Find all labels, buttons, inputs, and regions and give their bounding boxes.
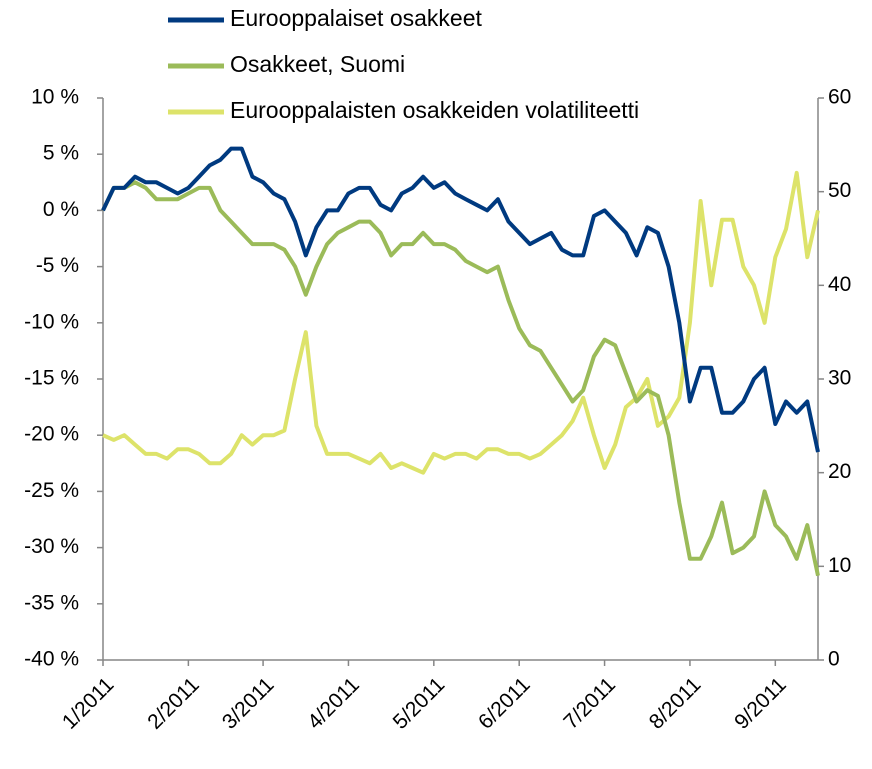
y2-tick-label: 10: [828, 554, 851, 577]
legend-label: Osakkeet, Suomi: [230, 51, 405, 77]
series-line: [102, 170, 820, 475]
series-line: [101, 180, 820, 577]
y-tick-label: 5 %: [43, 142, 79, 165]
x-tick-label: 7/2011: [559, 673, 620, 734]
y2-tick-label: 60: [828, 86, 851, 109]
y-tick-label: -30 %: [24, 535, 79, 558]
y-tick-label: -20 %: [24, 423, 79, 446]
x-tick-label: 2/2011: [143, 673, 204, 734]
y2-tick-label: 40: [828, 273, 851, 296]
y-tick-label: -25 %: [24, 479, 79, 502]
x-tick-label: 3/2011: [218, 673, 279, 734]
y2-tick-label: 30: [828, 367, 851, 390]
y-tick-label: -15 %: [24, 367, 79, 390]
y2-tick-label: 50: [828, 179, 851, 202]
y-tick-label: -10 %: [24, 310, 79, 333]
y-tick-label: -5 %: [36, 254, 79, 277]
x-tick-label: 4/2011: [303, 673, 364, 734]
y-tick-label: -40 %: [24, 648, 79, 671]
y-tick-label: -35 %: [24, 591, 79, 614]
y-tick-label: 10 %: [31, 86, 79, 109]
y2-tick-label: 0: [828, 648, 840, 671]
legend-label: Eurooppalaiset osakkeet: [230, 5, 482, 31]
x-tick-label: 1/2011: [58, 673, 119, 734]
y2-tick-label: 20: [828, 460, 851, 483]
x-tick-label: 5/2011: [389, 673, 450, 734]
x-tick-label: 6/2011: [474, 673, 535, 734]
y-tick-label: 0 %: [43, 198, 79, 221]
x-tick-label: 8/2011: [645, 673, 706, 734]
x-tick-label: 9/2011: [730, 673, 791, 734]
legend-label: Eurooppalaisten osakkeiden volatiliteett…: [230, 97, 639, 123]
series-line: [101, 146, 820, 453]
